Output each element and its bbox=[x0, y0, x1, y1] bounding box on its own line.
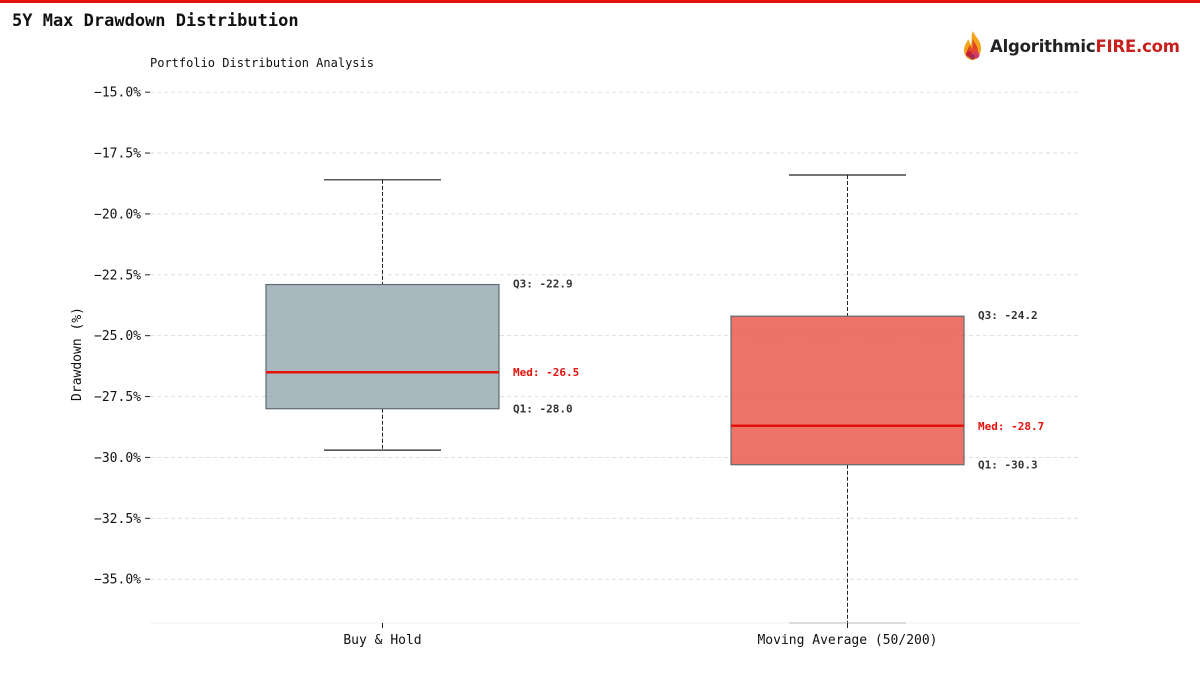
y-tick-label: −35.0% bbox=[94, 573, 141, 588]
q3-label: Q3: -22.9 bbox=[513, 278, 573, 291]
top-accent-bar bbox=[0, 0, 1200, 3]
y-tick-label: −30.0% bbox=[94, 451, 141, 466]
y-tick-label: −15.0% bbox=[94, 86, 141, 101]
box-1: Q3: -24.2 Med: -28.7 Q1: -30.3 bbox=[730, 174, 1044, 624]
logo-brand: Algorithmic bbox=[990, 36, 1096, 56]
x-tick-label: Moving Average (50/200) bbox=[757, 633, 937, 648]
y-tick-label: −22.5% bbox=[94, 268, 141, 283]
q1-label: Q1: -28.0 bbox=[513, 403, 573, 416]
y-axis-label: Drawdown (%) bbox=[70, 307, 85, 401]
x-axis: Buy & Hold Moving Average (50/200) bbox=[150, 622, 1080, 648]
y-tick-label: −20.0% bbox=[94, 207, 141, 222]
flame-logo-icon bbox=[964, 31, 981, 60]
q3-label: Q3: -24.2 bbox=[978, 309, 1038, 322]
y-tick-label: −17.5% bbox=[94, 147, 141, 162]
iqr-box bbox=[730, 315, 965, 466]
y-tick-label: −32.5% bbox=[94, 512, 141, 527]
y-tick-label: −27.5% bbox=[94, 390, 141, 405]
logo-brand-accent: FIRE.com bbox=[1095, 36, 1180, 56]
logo-wordmark: AlgorithmicFIRE.com bbox=[990, 37, 1180, 56]
y-axis: −15.0% −17.5% −20.0% −22.5% −25.0% −27.5% −30.… bbox=[94, 86, 150, 588]
q1-label: Q1: -30.3 bbox=[978, 459, 1038, 472]
x-tick-label: Buy & Hold bbox=[343, 633, 421, 648]
chart-subtitle: Portfolio Distribution Analysis bbox=[150, 56, 374, 70]
median-label: Med: -26.5 bbox=[513, 366, 579, 379]
brand-logo: AlgorithmicFIRE.com bbox=[960, 30, 1180, 62]
iqr-box bbox=[265, 283, 500, 410]
page-title: 5Y Max Drawdown Distribution bbox=[12, 11, 299, 31]
median-label: Med: -28.7 bbox=[978, 420, 1044, 433]
boxes: Q3: -22.9 Med: -26.5 Q1: -28.0 Q3: -24.2 Med… bbox=[265, 174, 1044, 624]
box-0: Q3: -22.9 Med: -26.5 Q1: -28.0 bbox=[265, 179, 579, 451]
y-tick-label: −25.0% bbox=[94, 329, 141, 344]
